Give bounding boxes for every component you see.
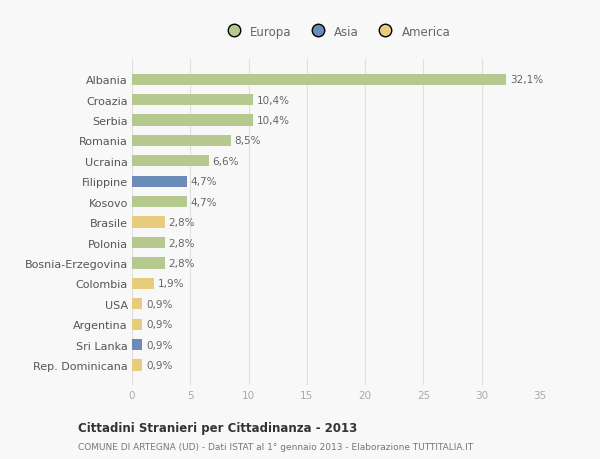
Text: 2,8%: 2,8% (168, 218, 194, 228)
Text: 32,1%: 32,1% (509, 75, 543, 85)
Bar (132, 95, 253, 106)
Bar (132, 115, 253, 126)
Bar (132, 74, 506, 86)
Bar (132, 339, 142, 350)
Legend: Europa, Asia, America: Europa, Asia, America (220, 23, 452, 41)
Text: 10,4%: 10,4% (257, 116, 290, 126)
Text: 4,7%: 4,7% (190, 197, 217, 207)
Text: 6,6%: 6,6% (212, 157, 239, 167)
Bar (132, 156, 209, 167)
Text: COMUNE DI ARTEGNA (UD) - Dati ISTAT al 1° gennaio 2013 - Elaborazione TUTTITALIA: COMUNE DI ARTEGNA (UD) - Dati ISTAT al 1… (78, 442, 473, 451)
Text: 8,5%: 8,5% (235, 136, 261, 146)
Text: 0,9%: 0,9% (146, 299, 172, 309)
Text: Cittadini Stranieri per Cittadinanza - 2013: Cittadini Stranieri per Cittadinanza - 2… (78, 421, 357, 434)
Bar (132, 237, 164, 249)
Text: 2,8%: 2,8% (168, 238, 194, 248)
Bar (132, 176, 187, 187)
Bar (132, 359, 142, 371)
Bar (132, 278, 154, 289)
Bar (132, 196, 187, 208)
Text: 4,7%: 4,7% (190, 177, 217, 187)
Text: 1,9%: 1,9% (158, 279, 184, 289)
Bar (132, 319, 142, 330)
Text: 0,9%: 0,9% (146, 319, 172, 330)
Text: 0,9%: 0,9% (146, 340, 172, 350)
Bar (132, 298, 142, 310)
Bar (132, 217, 164, 228)
Text: 0,9%: 0,9% (146, 360, 172, 370)
Bar (132, 258, 164, 269)
Text: 10,4%: 10,4% (257, 95, 290, 106)
Text: 2,8%: 2,8% (168, 258, 194, 269)
Bar (132, 135, 231, 147)
